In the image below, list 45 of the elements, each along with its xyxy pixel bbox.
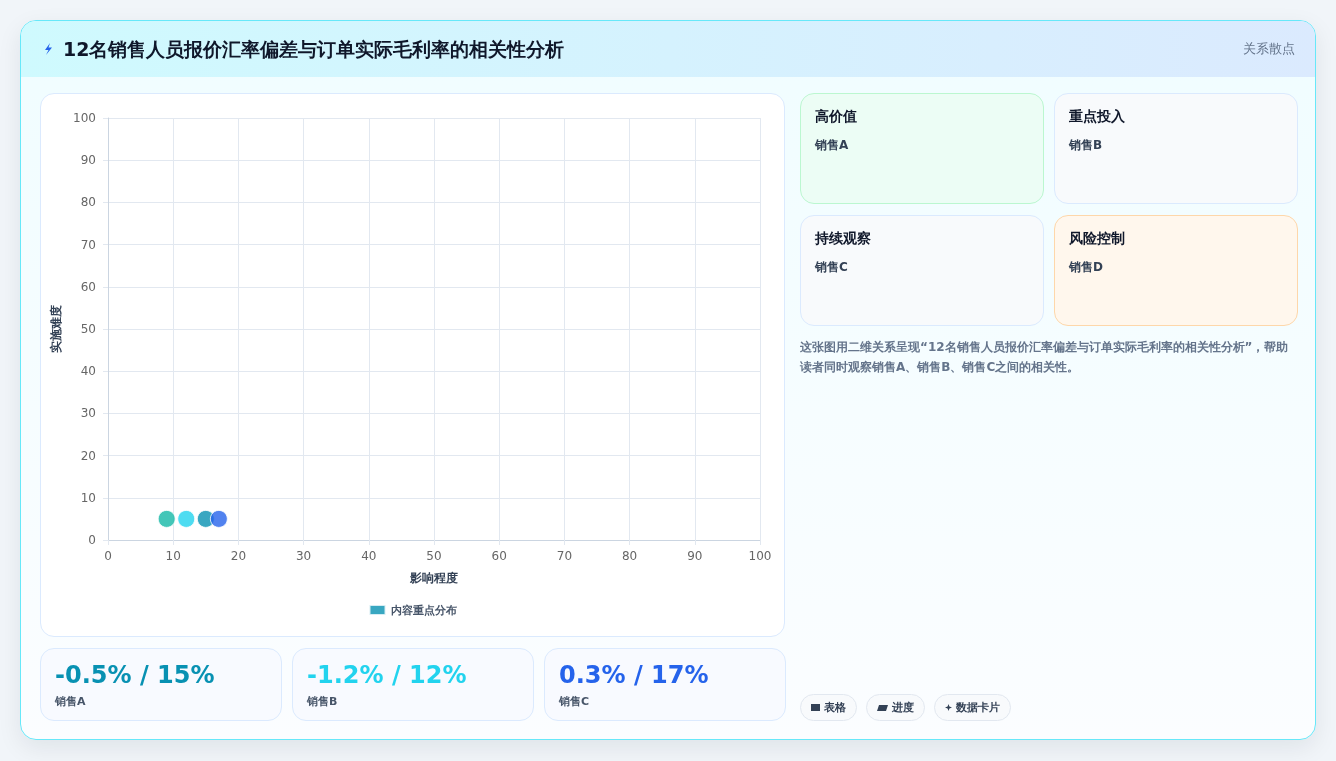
text: 风险控制 [1069,230,1125,248]
y-axis-title: 实施难度 [49,305,64,353]
x-tick-label: 100 [748,549,772,563]
text: 这张图用二维关系呈现“12名销售人员报价汇率偏差与订单实际毛利率的相关性分析”，帮助读者同时观察销售A、销售B、销售C之间的相关性。 [800,339,1290,376]
x-tick-label: 50 [426,549,442,563]
text: 进度 [892,700,914,715]
text: 0.3% / 17% [559,660,709,690]
x-tick-label: 60 [491,549,507,563]
y-tick-label: 80 [80,195,96,210]
y-tick-label: 30 [80,406,96,421]
text: -0.5% / 15% [55,660,215,690]
y-tick-label: 10 [80,490,96,505]
y-tick-label: 0 [88,533,96,547]
y-tick-label: 100 [73,111,96,125]
text: 表格 [824,700,846,715]
text: 数据卡片 [956,700,1000,715]
y-tick-label: 20 [80,448,96,463]
x-tick-label: 70 [556,549,573,563]
x-tick-label: 0 [104,549,112,563]
y-tick-label: 70 [80,237,96,252]
x-tick-label: 80 [621,549,638,563]
legend-label: 内容重点分布 [390,603,457,617]
text: 销售C [815,259,848,276]
x-tick-label: 10 [165,549,181,563]
text: -1.2% / 12% [307,660,467,690]
y-tick-label: 40 [80,364,96,379]
text: 销售A [55,694,86,709]
text: 持续观察 [815,230,871,248]
y-tick-label: 50 [80,322,96,336]
text: 重点投入 [1069,108,1125,126]
x-tick-label: 40 [361,549,377,563]
text: 关系散点 [1243,40,1295,58]
text: 销售A [815,137,849,154]
x-tick-label: 30 [295,549,312,563]
chart-title: 12名销售人员报价汇率偏差与订单实际毛利率的相关性分析 [63,37,565,61]
text: 销售B [1069,137,1103,154]
x-tick-label: 90 [687,549,703,563]
x-tick-label: 20 [230,549,247,563]
text: 销售B [307,694,338,709]
text: 销售C [559,694,590,709]
y-tick-label: 60 [80,279,96,294]
y-tick-label: 90 [80,153,96,168]
text: 销售D [1069,259,1103,276]
x-axis-title: 影响程度 [409,571,458,585]
text: 高价值 [815,108,857,126]
